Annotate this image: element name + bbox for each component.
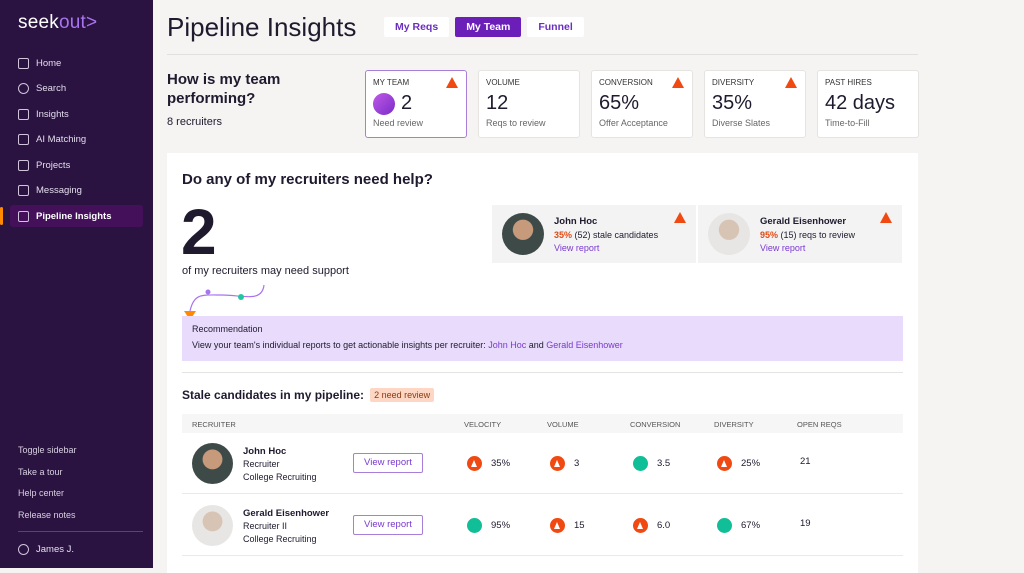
view-report-link[interactable]: View report — [760, 243, 806, 253]
seekout-logo[interactable]: seekout> — [18, 12, 98, 33]
view-report-link[interactable]: View report — [554, 243, 600, 253]
conversion-cell: 3.5 — [633, 456, 670, 471]
toggle-sidebar-link[interactable]: Toggle sidebar — [18, 445, 77, 455]
ok-status-icon — [633, 456, 648, 471]
table-row: John Hoc Recruiter College Recruiting View… — [182, 433, 903, 494]
card-my-team[interactable]: MY TEAM 2 Need review — [365, 70, 467, 138]
tab-funnel[interactable]: Funnel — [527, 17, 584, 37]
message-icon — [18, 185, 29, 196]
sidebar-item-pipeline-insights[interactable]: Pipeline Insights — [0, 205, 143, 227]
warning-status-icon — [717, 456, 732, 471]
recruiter-alert-card: Gerald Eisenhower 95% (15) reqs to review… — [698, 205, 902, 263]
velocity-cell: 35% — [467, 456, 510, 471]
folder-icon — [18, 159, 29, 171]
sidebar-item-messaging[interactable]: Messaging — [10, 180, 143, 202]
support-label: of my recruiters may need support — [182, 265, 349, 277]
stale-heading: Stale candidates in my pipeline: 2 need r… — [182, 388, 435, 402]
sidebar: seekout> Home Search Insights AI Matchin… — [0, 0, 153, 568]
user-icon — [18, 544, 29, 555]
open-reqs-cell: 19 — [800, 518, 811, 529]
help-center-link[interactable]: Help center — [18, 488, 65, 498]
sidebar-nav: Home Search Insights AI Matching Project… — [0, 52, 143, 231]
john-hoc-link[interactable]: John Hoc — [488, 340, 527, 350]
page-title: Pipeline Insights — [167, 12, 357, 42]
divider — [18, 531, 143, 532]
warning-status-icon — [550, 518, 565, 533]
help-heading: Do any of my recruiters need help? — [182, 171, 433, 188]
volume-cell: 3 — [550, 456, 579, 471]
card-conversion[interactable]: CONVERSION 65% Offer Acceptance — [591, 70, 693, 138]
volume-cell: 15 — [550, 518, 585, 533]
table-header: RECRUITER VELOCITY VOLUME CONVERSION DIV… — [182, 414, 903, 433]
avatar — [502, 213, 544, 255]
sidebar-item-ai-matching[interactable]: AI Matching — [10, 129, 143, 151]
connector-arrow-icon — [184, 284, 265, 320]
view-report-button[interactable]: View report — [353, 453, 423, 473]
user-menu[interactable]: James J. — [18, 544, 74, 555]
funnel-icon — [18, 210, 29, 222]
ok-status-icon — [717, 518, 732, 533]
recruiter-alert-card: John Hoc 35% (52) stale candidates View re… — [492, 205, 696, 263]
warning-status-icon — [467, 456, 482, 471]
recommendation-box: Recommendation View your team's individu… — [182, 316, 903, 361]
table-row: Gerald Eisenhower Recruiter II College Rec… — [182, 495, 903, 556]
at-icon — [18, 83, 29, 94]
gerald-eisenhower-link[interactable]: Gerald Eisenhower — [546, 340, 623, 350]
recruiter-count: 8 recruiters — [167, 116, 223, 128]
warning-icon — [446, 77, 458, 88]
team-icon — [373, 92, 395, 115]
sidebar-item-insights[interactable]: Insights — [10, 103, 143, 125]
open-reqs-cell: 21 — [800, 456, 811, 467]
card-diversity[interactable]: DIVERSITY 35% Diverse Slates — [704, 70, 806, 138]
warning-icon — [674, 212, 686, 223]
team-question: How is my team performing? 8 recruiters — [167, 70, 347, 132]
chart-icon — [18, 108, 29, 120]
sidebar-item-projects[interactable]: Projects — [10, 154, 143, 176]
avatar — [192, 443, 233, 484]
velocity-cell: 95% — [467, 518, 510, 533]
divider — [182, 372, 903, 373]
warning-status-icon — [550, 456, 565, 471]
main-panel: Do any of my recruiters need help? 2 of … — [167, 153, 918, 573]
conversion-cell: 6.0 — [633, 518, 670, 533]
warning-status-icon — [633, 518, 648, 533]
review-badge: 2 need review — [370, 388, 435, 402]
view-report-button[interactable]: View report — [353, 515, 423, 535]
diversity-cell: 25% — [717, 456, 760, 471]
warning-icon — [785, 77, 797, 88]
support-count: 2 — [181, 196, 217, 268]
warning-icon — [672, 77, 684, 88]
robot-icon — [18, 134, 29, 145]
tab-my-team[interactable]: My Team — [455, 17, 522, 37]
take-tour-link[interactable]: Take a tour — [18, 466, 63, 477]
tab-my-reqs[interactable]: My Reqs — [384, 17, 450, 37]
card-past-hires[interactable]: PAST HIRES 42 days Time-to-Fill — [817, 70, 919, 138]
card-volume[interactable]: VOLUME 12 Reqs to review — [478, 70, 580, 138]
avatar — [708, 213, 750, 255]
avatar — [192, 505, 233, 546]
grid-icon — [18, 57, 29, 69]
sidebar-item-home[interactable]: Home — [10, 52, 143, 74]
divider — [167, 54, 918, 55]
warning-icon — [880, 212, 892, 223]
sidebar-item-search[interactable]: Search — [10, 78, 143, 100]
ok-status-icon — [467, 518, 482, 533]
diversity-cell: 67% — [717, 518, 760, 533]
sidebar-footer-links: Toggle sidebar Take a tour Help center R… — [18, 445, 77, 531]
view-tabs: My Reqs My Team Funnel — [384, 17, 584, 37]
release-notes-link[interactable]: Release notes — [18, 509, 76, 520]
